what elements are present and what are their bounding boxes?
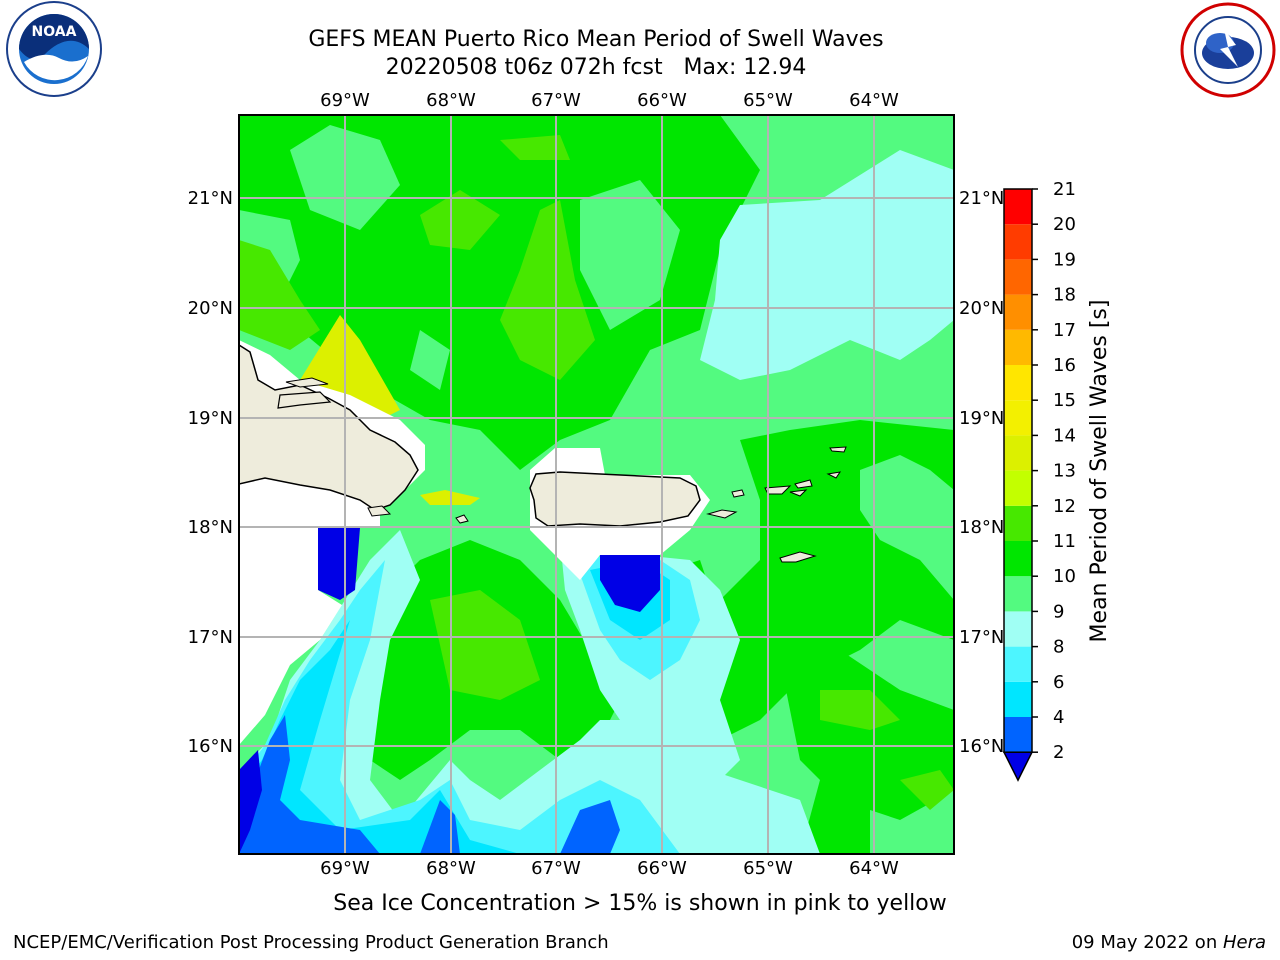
lat-label-left: 16°N bbox=[188, 736, 233, 757]
colorbar: 2 4 6 8 9 10 11 12 13 14 15 16 17 18 19 20 21 bbox=[1002, 179, 1076, 782]
colorbar-tick-label: 15 bbox=[1053, 390, 1076, 411]
colorbar-tick-label: 13 bbox=[1053, 461, 1076, 482]
colorbar-label: Mean Period of Swell Waves [s] bbox=[1087, 300, 1112, 643]
title-line-1: GEFS MEAN Puerto Rico Mean Period of Swe… bbox=[308, 27, 884, 52]
colorbar-bin bbox=[1004, 505, 1032, 541]
colorbar-tick-label: 6 bbox=[1053, 672, 1064, 693]
colorbar-tick-label: 16 bbox=[1053, 355, 1076, 376]
sea-ice-note: Sea Ice Concentration > 15% is shown in … bbox=[333, 891, 947, 916]
lat-label-right: 20°N bbox=[959, 298, 1004, 319]
lon-label-bottom: 66°W bbox=[637, 858, 687, 879]
lat-label-right: 17°N bbox=[959, 627, 1004, 648]
lon-label-top: 64°W bbox=[849, 90, 899, 111]
colorbar-bin bbox=[1004, 400, 1032, 436]
colorbar-bin bbox=[1004, 611, 1032, 647]
lon-label-bottom: 68°W bbox=[426, 858, 476, 879]
lat-label-left: 19°N bbox=[188, 408, 233, 429]
lon-label-bottom: 64°W bbox=[849, 858, 899, 879]
map-grid bbox=[239, 115, 954, 854]
lon-label-bottom: 69°W bbox=[320, 858, 370, 879]
colorbar-bin bbox=[1004, 717, 1032, 753]
colorbar-bin bbox=[1004, 259, 1032, 295]
map-field bbox=[239, 115, 954, 854]
colorbar-bin bbox=[1004, 681, 1032, 717]
noaa-logo-text: NOAA bbox=[32, 24, 77, 40]
colorbar-bin bbox=[1004, 329, 1032, 365]
footer-credit: NCEP/EMC/Verification Post Processing Pr… bbox=[13, 932, 609, 953]
lon-label-bottom: 65°W bbox=[743, 858, 793, 879]
colorbar-tick-label: 8 bbox=[1053, 637, 1064, 658]
noaa-logo: NOAA bbox=[6, 1, 102, 97]
lon-label-top: 66°W bbox=[637, 90, 687, 111]
colorbar-bin bbox=[1004, 224, 1032, 260]
footer-date: 09 May 2022 on Hera bbox=[1072, 932, 1266, 953]
title-line-2: 20220508 t06z 072h fcst Max: 12.94 bbox=[385, 55, 807, 80]
nws-logo bbox=[1180, 2, 1276, 98]
lon-label-top: 68°W bbox=[426, 90, 476, 111]
colorbar-bin bbox=[1004, 189, 1032, 225]
lat-label-left: 18°N bbox=[188, 517, 233, 538]
colorbar-bin bbox=[1004, 576, 1032, 612]
lat-label-left: 21°N bbox=[188, 188, 233, 209]
lat-label-left: 17°N bbox=[188, 627, 233, 648]
colorbar-tick-label: 2 bbox=[1053, 742, 1064, 763]
colorbar-tick-label: 9 bbox=[1053, 601, 1064, 622]
lat-label-right: 21°N bbox=[959, 188, 1004, 209]
lat-label-left: 20°N bbox=[188, 298, 233, 319]
lon-label-top: 65°W bbox=[743, 90, 793, 111]
lon-label-top: 67°W bbox=[531, 90, 581, 111]
colorbar-tick-label: 18 bbox=[1053, 285, 1076, 306]
lon-label-top: 69°W bbox=[320, 90, 370, 111]
map-frame bbox=[238, 114, 955, 855]
colorbar-tick-label: 4 bbox=[1053, 707, 1064, 728]
colorbar-bin bbox=[1004, 435, 1032, 471]
lat-label-right: 16°N bbox=[959, 736, 1004, 757]
lat-label-right: 19°N bbox=[959, 408, 1004, 429]
lat-label-right: 18°N bbox=[959, 517, 1004, 538]
colorbar-tick-label: 21 bbox=[1053, 179, 1076, 200]
colorbar-tick-label: 14 bbox=[1053, 425, 1076, 446]
lon-label-bottom: 67°W bbox=[531, 858, 581, 879]
colorbar-tick-label: 19 bbox=[1053, 249, 1076, 270]
colorbar-bin bbox=[1004, 365, 1032, 401]
colorbar-bin bbox=[1004, 470, 1032, 506]
colorbar-under-arrow bbox=[1002, 751, 1034, 782]
footer-machine: Hera bbox=[1222, 932, 1266, 953]
colorbar-tick-label: 20 bbox=[1053, 214, 1076, 235]
colorbar-tick-label: 17 bbox=[1053, 320, 1076, 341]
colorbar-tick-label: 10 bbox=[1053, 566, 1076, 587]
colorbar-tick-label: 11 bbox=[1053, 531, 1076, 552]
footer-date-text: 09 May 2022 on bbox=[1071, 932, 1223, 953]
colorbar-bin bbox=[1004, 646, 1032, 682]
colorbar-bin bbox=[1004, 541, 1032, 577]
colorbar-tick-label: 12 bbox=[1053, 496, 1076, 517]
colorbar-bin bbox=[1004, 294, 1032, 330]
